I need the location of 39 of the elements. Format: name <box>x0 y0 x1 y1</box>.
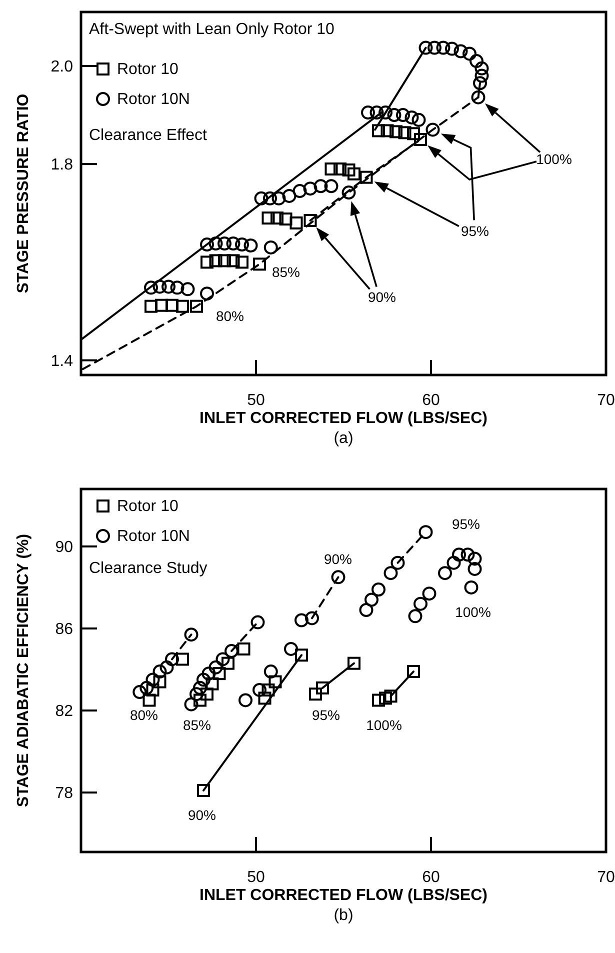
legend-label: Rotor 10 <box>117 61 178 78</box>
y-tick-label: 90 <box>55 539 74 556</box>
text: Aft-Swept with Lean Only Rotor 10 <box>89 21 335 38</box>
x-tick-label: 50 <box>247 392 265 409</box>
annotation: 100% <box>536 150 572 167</box>
y-tick-label: 2.0 <box>50 58 74 76</box>
annotation: 95% <box>460 222 490 239</box>
annotation: 90% <box>188 806 216 823</box>
y-tick-label: 1.8 <box>50 156 74 174</box>
x-tick-label: 50 <box>247 869 265 886</box>
x-tick-label: 70 <box>597 869 615 886</box>
annotation: 85% <box>272 264 300 280</box>
y-axis-title: STAGE ADIABATIC EFFICIENCY (%) <box>15 534 32 808</box>
legend-label: Rotor 10 <box>117 498 178 515</box>
y-tick-label: 78 <box>55 785 74 802</box>
annotation: 100% <box>366 716 402 733</box>
x-axis-title: INLET CORRECTED FLOW (LBS/SEC) <box>200 887 488 904</box>
legend-label: Rotor 10N <box>117 91 190 108</box>
y-axis-title: STAGE PRESSURE RATIO <box>15 94 32 294</box>
annotation: 80% <box>130 706 158 723</box>
annotation: 95% <box>312 706 340 723</box>
x-axis-title: INLET CORRECTED FLOW (LBS/SEC) <box>200 410 488 427</box>
annotation: 95% <box>452 516 480 532</box>
x-tick-label: 70 <box>597 392 615 409</box>
x-tick-label: 60 <box>422 392 440 409</box>
text: (b) <box>334 907 354 924</box>
y-tick-label: 1.4 <box>50 352 74 370</box>
annotation: 100% <box>455 604 491 620</box>
text: Clearance Effect <box>89 127 208 144</box>
text: Clearance Study <box>89 560 208 577</box>
legend-label: Rotor 10N <box>117 528 190 545</box>
x-tick-label: 60 <box>422 869 440 886</box>
annotation: 90% <box>368 288 396 305</box>
text: (a) <box>334 430 354 447</box>
y-tick-label: 86 <box>55 621 74 638</box>
y-tick-label: 82 <box>55 703 74 720</box>
annotation: 90% <box>324 550 352 567</box>
annotation: 80% <box>216 308 244 324</box>
annotation: 85% <box>182 716 212 733</box>
